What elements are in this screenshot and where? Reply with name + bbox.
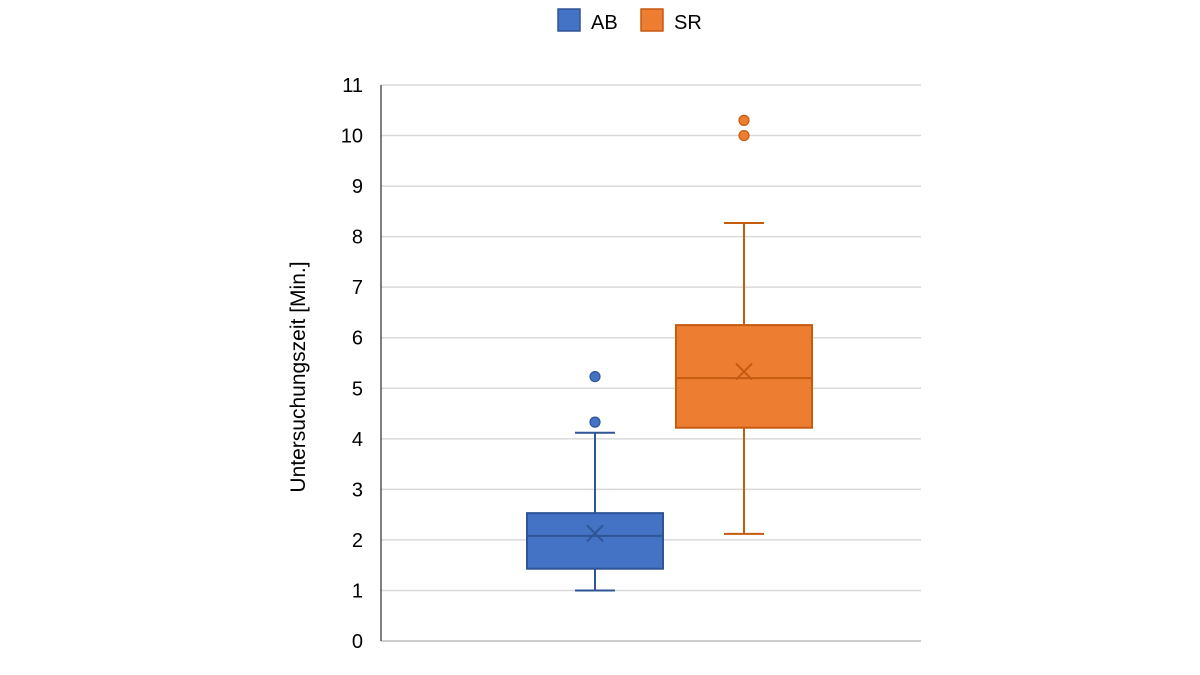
y-tick-label: 4 — [352, 429, 363, 451]
y-tick-label: 7 — [352, 277, 363, 299]
y-tick-label: 1 — [352, 580, 363, 602]
legend-swatch-ab — [557, 8, 581, 32]
y-tick-label: 8 — [352, 227, 363, 249]
y-tick-label: 10 — [341, 126, 363, 148]
interquartile-box — [526, 512, 664, 570]
outlier-point — [738, 114, 750, 126]
legend-swatch-sr — [640, 8, 664, 32]
mean-marker — [735, 362, 753, 381]
y-tick-label: 3 — [352, 479, 363, 501]
legend-label-sr: SR — [674, 12, 702, 34]
outlier-point — [589, 416, 601, 428]
y-tick-label: 11 — [342, 75, 363, 97]
box-sr — [675, 114, 813, 535]
gridlines — [381, 84, 921, 642]
outlier-point — [589, 371, 601, 383]
interquartile-box — [675, 324, 813, 429]
mean-marker — [586, 524, 604, 543]
legend-label-ab: AB — [591, 12, 618, 34]
y-axis-ticks: 0 1 2 3 4 5 6 7 8 9 10 11 — [341, 75, 363, 653]
y-tick-label: 0 — [352, 631, 363, 653]
legend: AB SR — [557, 8, 702, 34]
outlier-point — [738, 129, 750, 142]
y-tick-label: 6 — [352, 328, 363, 350]
y-tick-label: 5 — [352, 378, 363, 400]
y-tick-label: 2 — [352, 530, 363, 552]
y-tick-label: 9 — [352, 176, 363, 198]
box-ab — [526, 371, 664, 592]
y-axis-title: Untersuchungszeit [Min.] — [287, 261, 310, 492]
boxes — [526, 114, 813, 592]
